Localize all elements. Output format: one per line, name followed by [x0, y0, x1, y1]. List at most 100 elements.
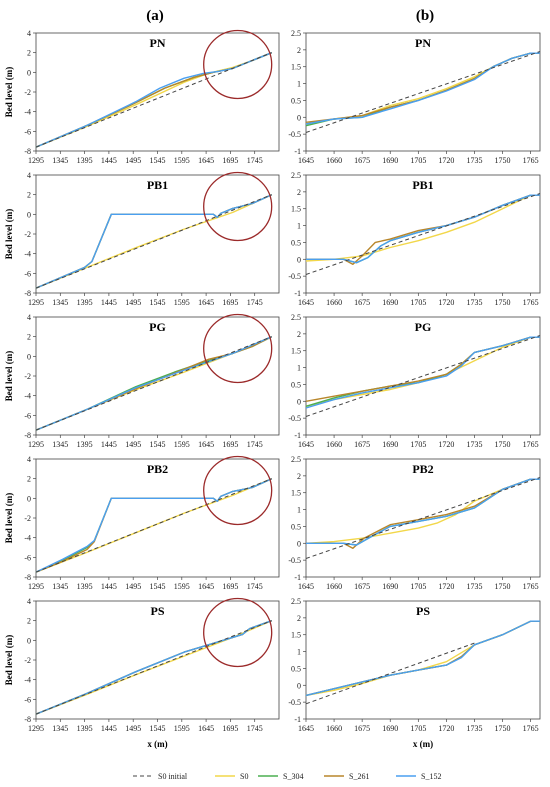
- panel-b2: -1 -0.5 0 0.5 1 1.5 2 2.5 1645 1660 1675 1690 1705 17…: [288, 171, 541, 307]
- x-tick-label: 1690: [382, 440, 398, 449]
- x-tick-label: 1395: [77, 156, 93, 165]
- plot-area: [35, 174, 280, 294]
- x-tick-label: 1675: [354, 724, 370, 733]
- x-tick-label: 1345: [52, 440, 68, 449]
- series-line-s_152: [35, 52, 272, 148]
- x-tick-label: 1695: [222, 298, 238, 307]
- y-tick-label: 0: [27, 352, 31, 361]
- x-tick-label: 1705: [410, 724, 426, 733]
- y-tick-label: 2: [297, 614, 301, 623]
- plot-area: [305, 458, 541, 578]
- y-tick-label: 2: [297, 472, 301, 481]
- x-tick-label: 1675: [354, 582, 370, 591]
- x-tick-label: 1645: [198, 440, 214, 449]
- x-axis-label: x (m): [147, 739, 167, 749]
- x-tick-label: 1395: [77, 582, 93, 591]
- panel-title: PB2: [147, 462, 168, 476]
- series-line-s_152: [305, 336, 540, 409]
- legend-label: S0: [240, 772, 248, 781]
- x-tick-label: 1720: [438, 298, 454, 307]
- x-tick-label: 1545: [150, 582, 166, 591]
- x-tick-label: 1345: [52, 298, 68, 307]
- y-tick-label: 4: [27, 171, 31, 180]
- y-tick-label: 0.5: [291, 664, 301, 673]
- y-tick-label: 1.5: [291, 205, 301, 214]
- panel-title: PN: [415, 36, 431, 50]
- y-tick-label: -4: [24, 250, 31, 259]
- x-tick-label: 1765: [523, 724, 539, 733]
- series-line-s0-initial: [35, 336, 272, 431]
- x-tick-label: 1695: [222, 582, 238, 591]
- column-label-a: (a): [146, 8, 164, 24]
- y-tick-label: -8: [24, 147, 31, 156]
- plot-area: [305, 316, 541, 436]
- panel-a3: -8 -6 -4 -2 0 2 4 1295 1345 1395 1445 1495 1545 1595 1…: [4, 313, 280, 449]
- x-tick-label: 1690: [382, 724, 398, 733]
- x-tick-label: 1595: [174, 156, 190, 165]
- x-tick-label: 1745: [247, 156, 263, 165]
- x-tick-label: 1295: [28, 724, 44, 733]
- series-line-s0-initial: [305, 193, 541, 275]
- panel-a2: -8 -6 -4 -2 0 2 4 1295 1345 1395 1445 1495 1545 1595 1…: [4, 171, 280, 307]
- y-tick-label: 4: [27, 313, 31, 322]
- x-tick-label: 1660: [326, 582, 342, 591]
- x-tick-label: 1690: [382, 298, 398, 307]
- y-tick-label: 0: [27, 68, 31, 77]
- y-tick-label: 2: [27, 333, 31, 342]
- y-tick-label: -6: [24, 269, 31, 278]
- panel-b5: -1 -0.5 0 0.5 1 1.5 2 2.5 1645 1660 1675 1690 1705 17…: [288, 597, 541, 749]
- x-tick-label: 1445: [101, 582, 117, 591]
- y-axis-label: Bed level (m): [4, 493, 14, 543]
- legend-label: S_261: [349, 772, 369, 781]
- x-tick-label: 1735: [466, 156, 482, 165]
- y-tick-label: -1: [294, 289, 301, 298]
- plot-area: [35, 458, 280, 578]
- y-tick-label: 0.5: [291, 238, 301, 247]
- x-tick-label: 1705: [410, 582, 426, 591]
- x-tick-label: 1735: [466, 440, 482, 449]
- series-line-s0-initial: [305, 477, 541, 559]
- plot-area: [305, 174, 541, 294]
- x-tick-label: 1660: [326, 440, 342, 449]
- y-tick-label: 1.5: [291, 489, 301, 498]
- x-tick-label: 1745: [247, 298, 263, 307]
- y-tick-label: 0.5: [291, 96, 301, 105]
- x-tick-label: 1295: [28, 156, 44, 165]
- x-tick-label: 1765: [523, 156, 539, 165]
- y-tick-label: 4: [27, 597, 31, 606]
- x-tick-label: 1445: [101, 298, 117, 307]
- x-tick-label: 1720: [438, 724, 454, 733]
- series-line-s0-initial: [35, 620, 272, 715]
- y-tick-label: -6: [24, 553, 31, 562]
- series-line-s0: [305, 194, 540, 262]
- x-tick-label: 1765: [523, 582, 539, 591]
- panel-b3: -1 -0.5 0 0.5 1 1.5 2 2.5 1645 1660 1675 1690 1705 17…: [288, 313, 541, 449]
- x-tick-label: 1720: [438, 156, 454, 165]
- y-tick-label: -0.5: [288, 556, 301, 565]
- panel-a1: -8 -6 -4 -2 0 2 4 1295 1345 1395 1445 1495 1545 1595 1…: [4, 29, 280, 165]
- y-tick-label: 1.5: [291, 631, 301, 640]
- series-line-s0-initial: [305, 335, 541, 417]
- x-tick-label: 1595: [174, 298, 190, 307]
- x-tick-label: 1545: [150, 440, 166, 449]
- x-tick-label: 1745: [247, 440, 263, 449]
- y-tick-label: 0.5: [291, 522, 301, 531]
- x-tick-label: 1345: [52, 156, 68, 165]
- panel-b4: -1 -0.5 0 0.5 1 1.5 2 2.5 1645 1660 1675 1690 1705 17…: [288, 455, 541, 591]
- panel-a4: -8 -6 -4 -2 0 2 4 1295 1345 1395 1445 1495 1545 1595 1…: [4, 455, 280, 591]
- legend: S0 initial S0 S_304 S_261 S_152: [133, 772, 441, 781]
- y-tick-label: 1: [297, 648, 301, 657]
- y-tick-label: 2: [27, 475, 31, 484]
- panel-b1: -1 -0.5 0 0.5 1 1.5 2 2.5 1645 1660 1675 1690 1705 17…: [288, 29, 541, 165]
- x-tick-label: 1495: [125, 724, 141, 733]
- legend-label: S_304: [283, 772, 303, 781]
- y-tick-label: -1: [294, 715, 301, 724]
- y-tick-label: 0.5: [291, 380, 301, 389]
- y-tick-label: -2: [24, 230, 31, 239]
- y-tick-label: 0: [27, 494, 31, 503]
- column-label-b: (b): [416, 8, 434, 24]
- series-line-s_152: [305, 620, 540, 697]
- x-tick-label: 1705: [410, 440, 426, 449]
- x-tick-label: 1695: [222, 156, 238, 165]
